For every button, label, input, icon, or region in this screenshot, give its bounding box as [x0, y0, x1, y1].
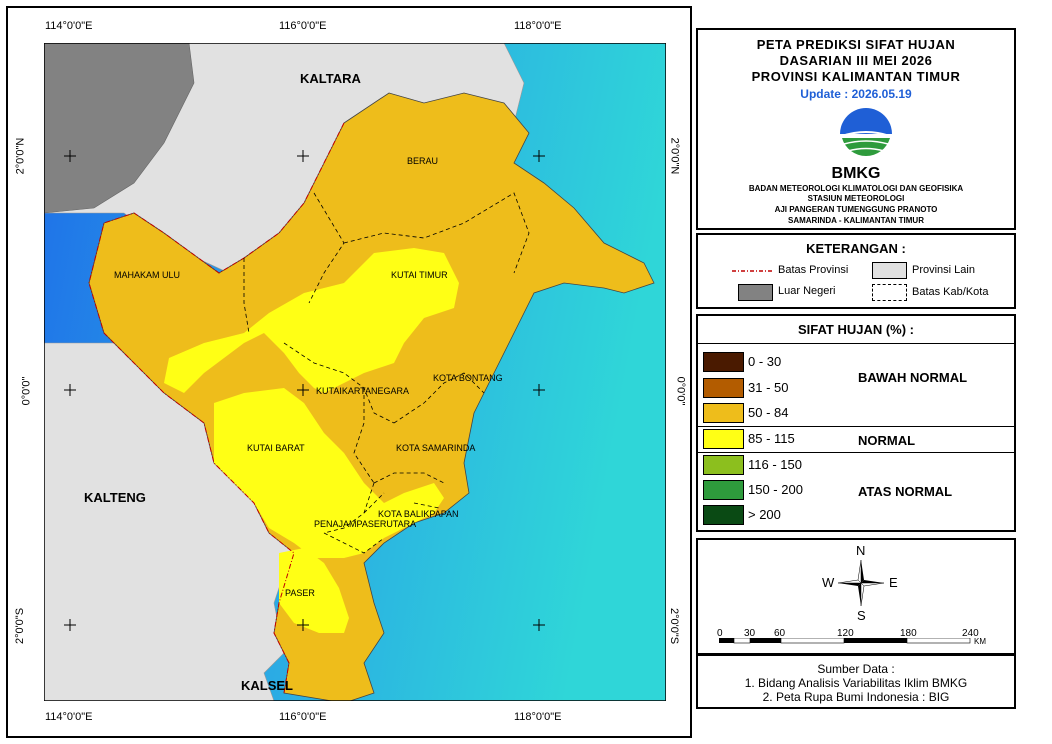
- coord-top-116: 116°0'0"E: [279, 20, 327, 32]
- label-penajam: PENAJAMPASERUTARA: [314, 519, 417, 529]
- normal-zone-south: [279, 548, 349, 633]
- normal-zone-west: [214, 388, 444, 558]
- source-line2: 2. Peta Rupa Bumi Indonesia : BIG: [762, 690, 950, 704]
- scale-tick-120: 120: [837, 628, 854, 639]
- label-kalsel: KALSEL: [241, 678, 293, 693]
- normal-zone-central: [164, 248, 459, 393]
- compass-e-label: E: [889, 575, 898, 590]
- province-boundary: [88, 122, 345, 694]
- label-mahakam-ulu: MAHAKAM ULU: [114, 270, 181, 280]
- swatch-over-200: [703, 505, 744, 525]
- legend-provinsi-lain: Provinsi Lain: [912, 264, 975, 276]
- label-paser: PASER: [285, 588, 315, 598]
- province-boundary-icon: [732, 270, 772, 272]
- coord-top-114: 114°0'0"E: [45, 20, 93, 32]
- swatch-150-200: [703, 480, 744, 500]
- range-over-200: > 200: [748, 507, 781, 522]
- scale-unit: KM: [974, 637, 986, 646]
- update-date: Update : 2026.05.19: [800, 87, 912, 101]
- scale-tick-0: 0: [717, 628, 723, 639]
- category-bawah-normal: BAWAH NORMAL: [858, 370, 968, 385]
- agency-line1: BADAN METEOROLOGI KLIMATOLOGI DAN GEOFIS…: [748, 184, 964, 193]
- coord-bottom-114: 114°0'0"E: [45, 711, 93, 723]
- swatch-31-50: [703, 378, 744, 398]
- compass-n-label: N: [856, 543, 866, 558]
- scale-tick-30: 30: [744, 628, 756, 639]
- legend-luar-negeri: Luar Negeri: [778, 285, 836, 297]
- foreign-swatch: [738, 284, 773, 301]
- swatch-0-30: [703, 352, 744, 372]
- coord-bottom-118: 118°0'0"E: [514, 711, 562, 723]
- coord-left-2n: 2°0'0"N: [14, 137, 27, 175]
- label-kota-balikpapan: KOTA BALIKPAPAN: [378, 509, 459, 519]
- label-kota-samarinda: KOTA SAMARINDA: [396, 443, 476, 453]
- scale-tick-180: 180: [900, 628, 917, 639]
- agency-line2: STASIUN METEOROLOGI: [807, 194, 905, 203]
- label-kaltara: KALTARA: [300, 71, 361, 86]
- regency-boundaries: [243, 192, 530, 554]
- label-kutai-timur: KUTAI TIMUR: [391, 270, 448, 280]
- title-line1: PETA PREDIKSI SIFAT HUJAN: [756, 37, 956, 52]
- compass-rose-icon: [838, 560, 884, 606]
- swatch-50-84: [703, 403, 744, 423]
- range-50-84: 50 - 84: [748, 405, 789, 420]
- label-kalteng: KALTENG: [84, 490, 146, 505]
- category-atas-normal: ATAS NORMAL: [858, 484, 953, 499]
- logo-text: BMKG: [831, 165, 881, 182]
- graticule-crosses: [64, 150, 545, 631]
- scale-tick-60: 60: [774, 628, 786, 639]
- map-canvas[interactable]: [44, 43, 666, 701]
- map-outer-frame: [6, 6, 692, 738]
- category-normal: NORMAL: [858, 433, 916, 448]
- coord-right-2s: 2°0'0"S: [668, 607, 681, 645]
- agency-line4: SAMARINDA - KALIMANTAN TIMUR: [788, 216, 924, 225]
- province-other-swatch: [872, 262, 907, 279]
- coord-right-0: 0°0'0": [674, 376, 687, 406]
- compass-w-label: W: [822, 575, 835, 590]
- range-150-200: 150 - 200: [748, 482, 803, 497]
- compass-s-label: S: [857, 608, 866, 623]
- label-kota-bontang: KOTA BONTANG: [433, 373, 503, 383]
- range-31-50: 31 - 50: [748, 380, 789, 395]
- rain-class-panel: SIFAT HUJAN (%) : 0 - 30 31 - 50 50 - 84…: [696, 314, 1016, 532]
- foreign-area: [44, 43, 195, 214]
- title-line3: PROVINSI KALIMANTAN TIMUR: [751, 69, 961, 84]
- legend-batas-provinsi: Batas Provinsi: [778, 264, 849, 276]
- swatch-116-150: [703, 455, 744, 475]
- coord-top-118: 118°0'0"E: [514, 20, 562, 32]
- coord-bottom-116: 116°0'0"E: [279, 711, 327, 723]
- coord-left-0: 0°0'0": [20, 376, 33, 406]
- source-line1: 1. Bidang Analisis Variabilitas Iklim BM…: [744, 676, 968, 690]
- agency-line3: AJI PANGERAN TUMENGGUNG PRANOTO: [774, 205, 938, 214]
- source-heading: Sumber Data :: [817, 662, 895, 676]
- regency-boundary-swatch: [872, 284, 907, 301]
- range-0-30: 0 - 30: [748, 354, 782, 369]
- bmkg-logo-icon: [840, 108, 892, 156]
- coord-left-2s: 2°0'0"S: [14, 607, 27, 645]
- legend-panel: KETERANGAN : Batas Provinsi Provinsi Lai…: [696, 233, 1016, 309]
- title-panel: PETA PREDIKSI SIFAT HUJAN DASARIAN III M…: [696, 28, 1016, 230]
- label-kutai-kartanegara: KUTAIKARTANEGARA: [316, 386, 410, 396]
- range-85-115: 85 - 115: [748, 431, 795, 446]
- swatch-85-115: [703, 429, 744, 449]
- title-line2: DASARIAN III MEI 2026: [779, 53, 933, 68]
- rain-class-heading: SIFAT HUJAN (%) :: [797, 322, 915, 337]
- label-kutai-barat: KUTAI BARAT: [247, 443, 305, 453]
- source-panel: Sumber Data : 1. Bidang Analisis Variabi…: [696, 654, 1016, 709]
- legend-batas-kab: Batas Kab/Kota: [912, 286, 989, 298]
- compass-scale-panel: N S W E 0 30 60 120 180 240 KM: [696, 538, 1016, 655]
- coord-right-2n: 2°0'0"N: [668, 137, 681, 175]
- range-116-150: 116 - 150: [748, 457, 802, 472]
- label-berau: BERAU: [407, 156, 439, 166]
- scale-tick-240: 240: [962, 628, 979, 639]
- legend-heading: KETERANGAN :: [806, 241, 906, 256]
- scale-bar: [719, 638, 971, 644]
